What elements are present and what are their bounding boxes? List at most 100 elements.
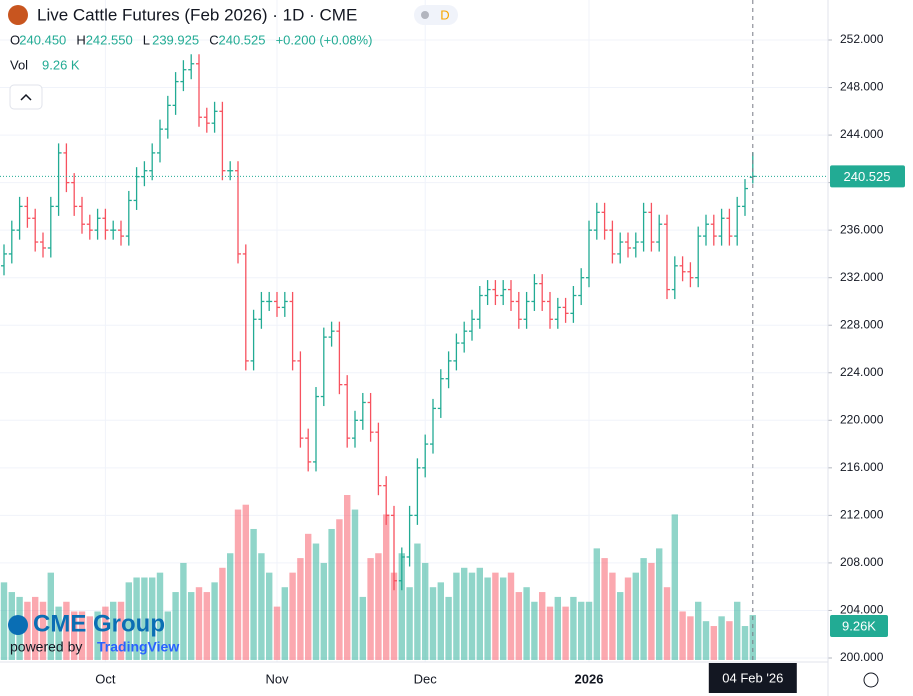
volume-bar bbox=[242, 504, 249, 660]
legend-value: 242.550 bbox=[86, 32, 133, 47]
badge-bg bbox=[414, 5, 458, 25]
volume-bar bbox=[351, 509, 359, 660]
watermark-logo bbox=[8, 615, 28, 635]
volume-bar bbox=[429, 587, 437, 660]
volume-bar bbox=[710, 626, 717, 660]
legend-key: H bbox=[76, 32, 85, 47]
volume-bar bbox=[648, 562, 655, 660]
volume-bar bbox=[312, 543, 320, 660]
x-tick-label: Dec bbox=[414, 671, 438, 686]
volume-bar bbox=[375, 553, 382, 660]
volume-bar bbox=[484, 577, 491, 660]
volume-bar bbox=[734, 601, 741, 660]
volume-bar bbox=[86, 616, 93, 660]
watermark-powered: powered by bbox=[10, 639, 82, 655]
volume-bar bbox=[110, 601, 117, 660]
volume-bar bbox=[695, 601, 702, 660]
volume-bar bbox=[359, 596, 366, 660]
volume-bar bbox=[32, 596, 39, 660]
volume-bar bbox=[172, 592, 179, 660]
volume-bar bbox=[656, 548, 663, 660]
volume-bar bbox=[726, 621, 733, 660]
y-tick-label: 212.000 bbox=[840, 508, 884, 522]
volume-bar bbox=[39, 601, 47, 660]
legend-key: C bbox=[209, 32, 218, 47]
settings-icon[interactable] bbox=[863, 672, 879, 688]
y-tick-label: 244.000 bbox=[840, 127, 884, 141]
volume-bar bbox=[188, 592, 195, 660]
volume-bar bbox=[663, 587, 671, 660]
volume-bar bbox=[47, 572, 54, 660]
legend-value: 240.450 bbox=[19, 32, 66, 47]
volume-bar bbox=[640, 558, 647, 660]
legend-change: +0.200 (+0.08%) bbox=[276, 32, 373, 47]
cursor-date-tag bbox=[708, 663, 797, 693]
collapse-button[interactable] bbox=[9, 84, 43, 110]
volume-bar bbox=[117, 601, 125, 660]
volume-bar bbox=[593, 548, 600, 660]
volume-bar bbox=[234, 509, 242, 660]
badge: D bbox=[440, 7, 449, 22]
volume-bar bbox=[258, 553, 265, 660]
y-tick-label: 236.000 bbox=[840, 222, 884, 236]
volume-bar bbox=[305, 533, 312, 660]
volume-tag-label: 9.26K bbox=[842, 618, 876, 633]
volume-bar bbox=[445, 596, 452, 660]
volume-bar bbox=[500, 577, 507, 660]
volume-bar bbox=[422, 562, 429, 660]
volume-bar bbox=[203, 592, 210, 660]
volume-bar bbox=[266, 572, 273, 660]
volume-bar bbox=[281, 587, 288, 660]
y-tick-label: 224.000 bbox=[840, 365, 884, 379]
y-tick-label: 228.000 bbox=[840, 317, 884, 331]
volume-bar bbox=[383, 514, 390, 660]
y-tick-label: 208.000 bbox=[840, 555, 884, 569]
volume-bar bbox=[94, 611, 101, 660]
volume-bar bbox=[624, 577, 632, 660]
status-dot bbox=[421, 11, 429, 19]
volume-bar bbox=[133, 577, 140, 660]
volume-bar bbox=[546, 606, 554, 660]
volume-bar bbox=[406, 587, 413, 660]
last-price-label: 240.525 bbox=[844, 169, 891, 184]
volume-legend-name: Vol bbox=[10, 57, 28, 72]
legend-value: 239.925 bbox=[152, 32, 199, 47]
volume-bar bbox=[702, 621, 710, 660]
volume-bar bbox=[609, 572, 616, 660]
volume-bar bbox=[195, 587, 203, 660]
legend-value: 240.525 bbox=[219, 32, 266, 47]
volume-bar bbox=[273, 606, 281, 660]
volume-bar bbox=[617, 592, 624, 660]
volume-bar bbox=[515, 592, 522, 660]
y-tick-label: 216.000 bbox=[840, 460, 884, 474]
volume-bar bbox=[437, 582, 444, 660]
volume-bar bbox=[523, 587, 530, 660]
legend-key: L bbox=[143, 32, 150, 47]
volume-bar bbox=[297, 558, 304, 660]
volume-bar bbox=[156, 572, 164, 660]
volume-bar bbox=[741, 626, 749, 660]
volume-bar bbox=[63, 601, 70, 660]
volume-bar bbox=[570, 596, 577, 660]
volume-bar bbox=[671, 514, 678, 660]
volume-bar bbox=[539, 592, 546, 660]
volume-bar bbox=[180, 562, 187, 660]
volume-bar bbox=[398, 553, 405, 660]
volume-bar bbox=[141, 577, 148, 660]
y-tick-label: 220.000 bbox=[840, 412, 884, 426]
watermark-platform: TradingView bbox=[97, 639, 179, 655]
volume-bar bbox=[554, 596, 561, 660]
volume-bar bbox=[328, 528, 335, 660]
volume-bar bbox=[125, 582, 132, 660]
chart-title: Live Cattle Futures (Feb 2026) · 1D · CM… bbox=[37, 5, 357, 24]
y-tick-label: 232.000 bbox=[840, 270, 884, 284]
y-tick-label: 200.000 bbox=[840, 650, 884, 664]
volume-bar bbox=[336, 519, 343, 660]
symbol-icon[interactable] bbox=[8, 5, 28, 25]
volume-legend-value: 9.26 K bbox=[42, 57, 80, 72]
volume-bar bbox=[320, 562, 327, 660]
watermark-brand: CME Group bbox=[33, 610, 165, 637]
volume-bar bbox=[749, 615, 756, 660]
volume-bar bbox=[578, 601, 585, 660]
volume-bar bbox=[219, 567, 226, 660]
